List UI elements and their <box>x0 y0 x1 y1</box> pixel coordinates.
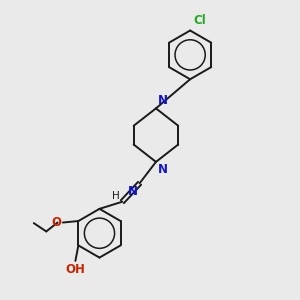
Text: N: N <box>158 94 168 107</box>
Text: Cl: Cl <box>194 14 206 27</box>
Text: N: N <box>128 185 138 198</box>
Text: O: O <box>52 216 62 229</box>
Text: OH: OH <box>65 263 85 276</box>
Text: H: H <box>112 191 120 201</box>
Text: N: N <box>158 164 168 176</box>
